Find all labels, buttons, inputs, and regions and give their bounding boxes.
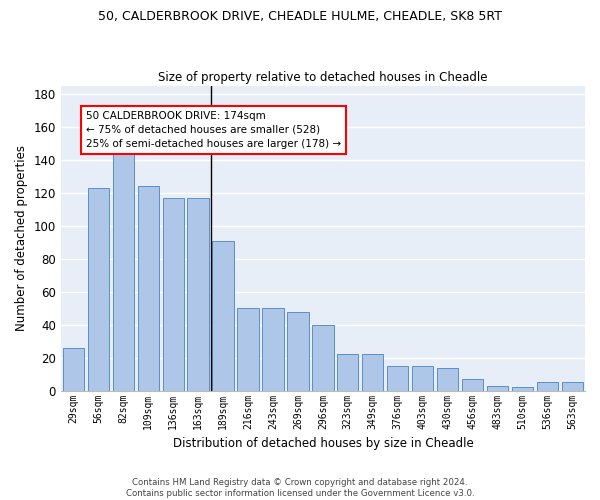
Bar <box>462 379 483 390</box>
Bar <box>562 382 583 390</box>
Bar <box>187 198 209 390</box>
Bar <box>412 366 433 390</box>
Text: 50, CALDERBROOK DRIVE, CHEADLE HULME, CHEADLE, SK8 5RT: 50, CALDERBROOK DRIVE, CHEADLE HULME, CH… <box>98 10 502 23</box>
Bar <box>362 354 383 390</box>
Bar <box>62 348 84 391</box>
Y-axis label: Number of detached properties: Number of detached properties <box>15 146 28 332</box>
Bar <box>337 354 358 390</box>
Bar <box>312 325 334 390</box>
Bar <box>137 186 159 390</box>
Bar <box>262 308 284 390</box>
Bar <box>512 388 533 390</box>
Bar <box>163 198 184 390</box>
Bar <box>113 144 134 390</box>
Text: Contains HM Land Registry data © Crown copyright and database right 2024.
Contai: Contains HM Land Registry data © Crown c… <box>125 478 475 498</box>
Text: 50 CALDERBROOK DRIVE: 174sqm
← 75% of detached houses are smaller (528)
25% of s: 50 CALDERBROOK DRIVE: 174sqm ← 75% of de… <box>86 111 341 149</box>
Bar <box>212 241 233 390</box>
Bar <box>387 366 409 390</box>
Bar <box>487 386 508 390</box>
Bar <box>287 312 308 390</box>
Bar <box>437 368 458 390</box>
Title: Size of property relative to detached houses in Cheadle: Size of property relative to detached ho… <box>158 70 488 84</box>
X-axis label: Distribution of detached houses by size in Cheadle: Distribution of detached houses by size … <box>173 437 473 450</box>
Bar <box>537 382 558 390</box>
Bar <box>88 188 109 390</box>
Bar <box>238 308 259 390</box>
